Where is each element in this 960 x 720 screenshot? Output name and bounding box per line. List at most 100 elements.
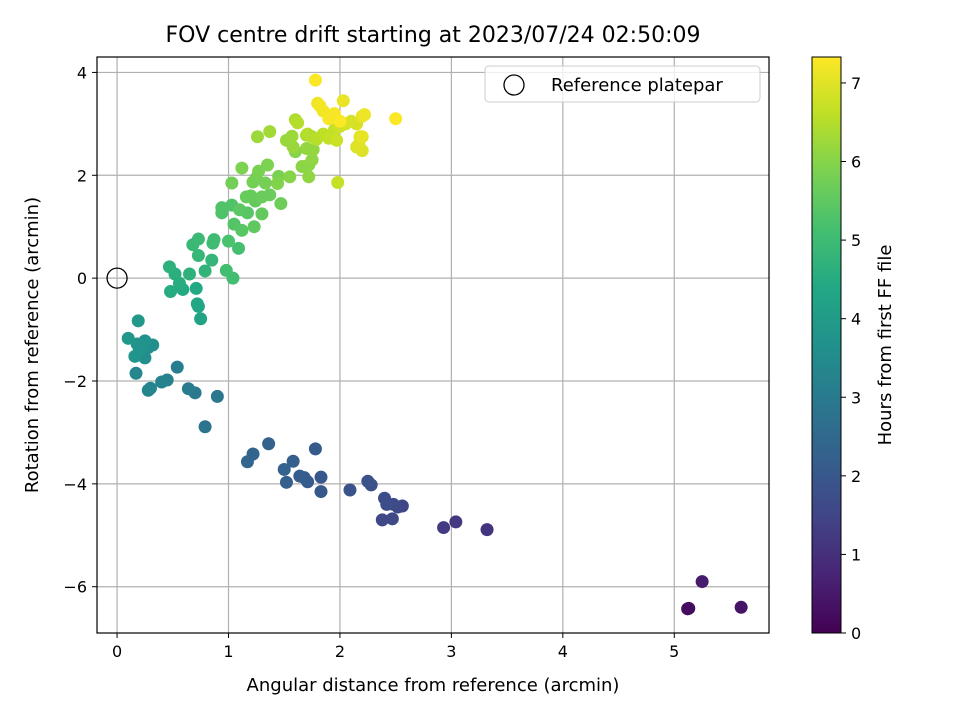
data-point-30 — [210, 389, 224, 403]
data-point-87 — [246, 175, 260, 189]
data-point-60 — [205, 253, 219, 267]
y-tick-label-0: −6 — [63, 578, 87, 597]
data-point-83 — [263, 188, 277, 202]
data-point-74 — [235, 223, 249, 237]
data-point-91 — [235, 161, 249, 175]
data-point-37 — [141, 383, 155, 397]
x-tick-label-2: 2 — [335, 642, 345, 661]
data-point-35 — [155, 375, 169, 389]
data-point-17 — [314, 485, 328, 499]
data-point-69 — [222, 234, 236, 248]
y-tick-label-2: −2 — [63, 372, 87, 391]
data-point-47 — [121, 331, 135, 345]
chart-title: FOV centre drift starting at 2023/07/24 … — [166, 23, 701, 48]
data-point-52 — [189, 281, 203, 295]
colorbar-tick-label-1: 1 — [851, 545, 861, 564]
data-point-58 — [182, 267, 196, 281]
x-tick-label-3: 3 — [446, 642, 456, 661]
data-point-137 — [389, 112, 403, 126]
x-tick-label-4: 4 — [558, 642, 568, 661]
data-point-116 — [331, 175, 345, 189]
colorbar-tick-label-6: 6 — [851, 153, 861, 172]
x-tick-label-1: 1 — [223, 642, 233, 661]
legend: Reference platepar — [484, 65, 761, 103]
x-tick-label-0: 0 — [112, 642, 122, 661]
data-point-59 — [198, 264, 212, 278]
data-point-33 — [170, 360, 184, 374]
data-point-67 — [226, 271, 240, 285]
data-point-129 — [357, 108, 371, 122]
data-point-99 — [302, 170, 316, 184]
colorbar-tick-label-0: 0 — [851, 624, 861, 643]
data-point-48 — [131, 314, 145, 328]
data-point-68 — [232, 241, 246, 255]
data-points — [121, 73, 748, 616]
data-point-25 — [277, 462, 291, 476]
data-point-61 — [191, 249, 205, 263]
data-point-81 — [244, 189, 258, 203]
x-axis-ticks: 0 1 2 3 4 5 — [112, 633, 679, 661]
data-point-110 — [291, 116, 305, 130]
data-point-71 — [215, 201, 229, 215]
data-point-46 — [128, 349, 142, 363]
data-point-93 — [271, 177, 285, 191]
colorbar-tick-label-7: 7 — [851, 74, 861, 93]
colorbar-tick-label-5: 5 — [851, 231, 861, 250]
y-tick-label-3: 0 — [77, 269, 87, 288]
data-point-2 — [734, 600, 748, 614]
data-point-85 — [225, 176, 239, 190]
legend-box — [484, 65, 761, 103]
data-point-16 — [343, 483, 357, 497]
data-point-94 — [283, 170, 297, 184]
data-point-105 — [250, 130, 264, 144]
data-point-51 — [190, 297, 204, 311]
y-tick-label-5: 4 — [77, 63, 87, 82]
data-point-4 — [480, 523, 494, 537]
colorbar — [811, 56, 842, 634]
data-point-88 — [258, 176, 272, 190]
legend-label: Reference platepar — [551, 75, 723, 96]
y-tick-label-1: −4 — [63, 475, 87, 494]
data-point-98 — [305, 153, 319, 167]
data-point-26 — [262, 437, 276, 451]
colorbar-tick-label-4: 4 — [851, 310, 861, 329]
colorbar-label: Hours from first FF file — [875, 245, 896, 446]
data-point-9 — [385, 512, 399, 526]
y-tick-label-4: 2 — [77, 166, 87, 185]
colorbar-tick-label-2: 2 — [851, 467, 861, 486]
data-point-18 — [314, 470, 328, 484]
reference-platepar-marker — [106, 267, 128, 289]
data-point-104 — [285, 129, 299, 143]
data-point-63 — [191, 232, 205, 246]
data-point-23 — [286, 454, 300, 468]
data-point-24 — [279, 475, 293, 489]
plot-frame — [96, 56, 770, 634]
data-point-106 — [263, 125, 277, 139]
data-point-84 — [274, 197, 288, 211]
data-point-19 — [308, 442, 322, 456]
data-point-6 — [437, 521, 451, 535]
data-point-1 — [681, 602, 695, 616]
data-point-135 — [333, 114, 347, 128]
data-point-49 — [194, 312, 208, 326]
data-point-101 — [300, 142, 314, 156]
y-axis-label: Rotation from reference (arcmin) — [22, 197, 43, 493]
data-point-54 — [164, 285, 178, 299]
data-point-127 — [336, 94, 350, 108]
y-axis-ticks: −6 −4 −2 0 2 4 — [63, 63, 97, 597]
legend-marker — [503, 74, 525, 96]
data-point-15 — [361, 474, 375, 488]
data-point-76 — [233, 203, 247, 217]
data-point-32 — [181, 382, 195, 396]
data-point-126 — [355, 130, 369, 144]
data-point-29 — [198, 420, 212, 434]
colorbar-tick-label-3: 3 — [851, 388, 861, 407]
data-point-5 — [449, 515, 463, 529]
data-point-117 — [330, 133, 344, 147]
data-point-57 — [162, 260, 176, 274]
data-point-78 — [255, 207, 269, 221]
data-point-13 — [378, 491, 392, 505]
data-point-10 — [375, 513, 389, 527]
